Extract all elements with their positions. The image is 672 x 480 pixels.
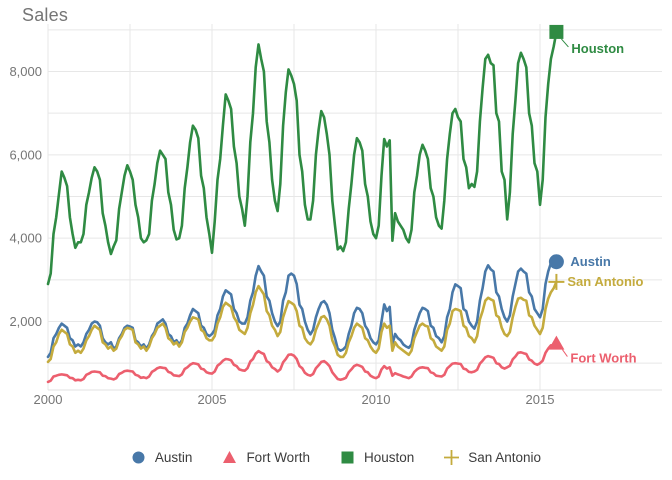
houston-end-marker-square-icon[interactable] (549, 24, 564, 39)
y-tick-label: 6,000 (9, 147, 42, 162)
series-line-san-antonio[interactable] (46, 280, 558, 364)
series-line-houston[interactable] (46, 30, 558, 286)
fort-worth-label-leader-line (561, 349, 568, 357)
chart-title: Sales (22, 5, 69, 25)
triangle-icon (223, 450, 237, 463)
legend-label-san-antonio: San Antonio (468, 449, 542, 465)
x-tick-label: 2010 (362, 392, 391, 407)
legend-label-fort-worth: Fort Worth (246, 449, 310, 465)
y-tick-label: 4,000 (9, 231, 42, 246)
series-end-label-houston: Houston (571, 41, 624, 56)
austin-end-marker-circle-icon[interactable] (548, 254, 564, 270)
legend: Austin Fort Worth Houston San Antonio (0, 442, 672, 472)
legend-label-houston: Houston (363, 449, 415, 465)
fort-worth-end-marker-triangle-icon[interactable] (548, 335, 565, 350)
square-icon (341, 451, 354, 463)
series-line-austin[interactable] (46, 260, 558, 359)
y-tick-label: 2,000 (9, 314, 42, 329)
plus-icon (444, 449, 460, 465)
series-line-fort-worth[interactable] (46, 342, 558, 384)
series-end-label-fort-worth: Fort Worth (570, 351, 636, 366)
circle-icon (132, 451, 145, 463)
legend-item-san-antonio[interactable]: San Antonio (444, 449, 542, 465)
x-tick-label: 2015 (526, 392, 555, 407)
x-tick-label: 2000 (34, 392, 63, 407)
legend-item-houston[interactable]: Houston (340, 450, 414, 465)
legend-item-fort-worth[interactable]: Fort Worth (222, 450, 310, 465)
plot-area: 2,000 4,000 6,000 8,000 2000 2005 2010 2015 Aust… (9, 24, 662, 407)
legend-label-austin: Austin (154, 449, 193, 465)
houston-label-leader-line (561, 38, 569, 48)
series-end-label-san-antonio: San Antonio (567, 274, 643, 289)
x-tick-label: 2005 (198, 392, 227, 407)
legend-item-austin[interactable]: Austin (131, 449, 193, 465)
series-end-label-austin: Austin (570, 254, 611, 269)
y-tick-label: 8,000 (9, 64, 42, 79)
